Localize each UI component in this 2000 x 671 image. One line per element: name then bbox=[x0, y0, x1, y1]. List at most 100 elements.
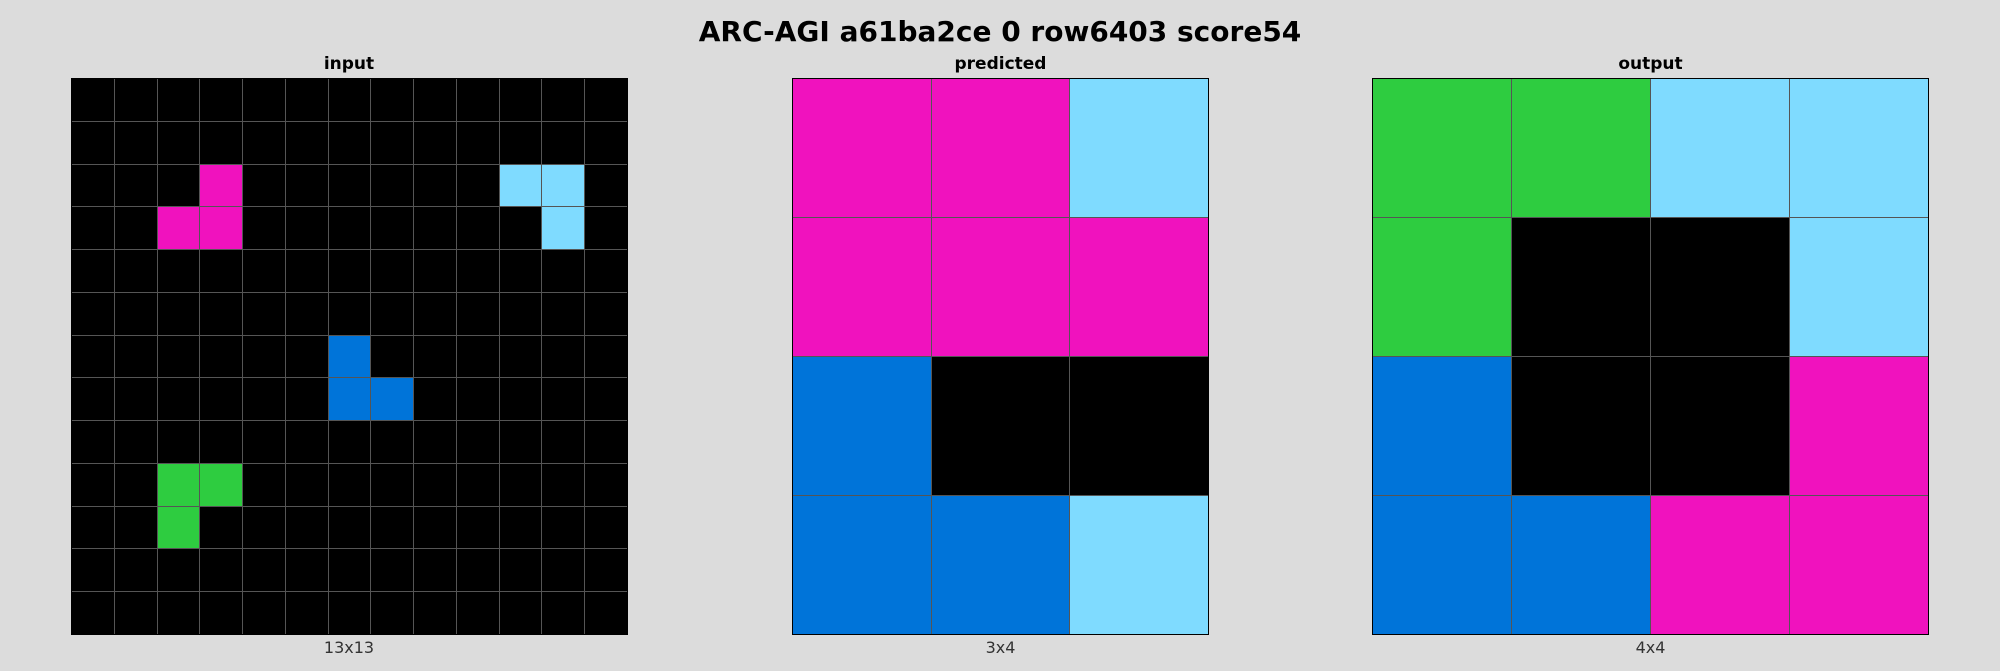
grid-cell bbox=[414, 207, 456, 250]
grid-cell bbox=[72, 79, 114, 121]
grid-cell bbox=[285, 335, 328, 378]
grid-cell bbox=[114, 421, 157, 463]
grid-cell bbox=[114, 506, 157, 549]
grid-cell bbox=[1373, 79, 1511, 217]
grid-cell bbox=[114, 549, 157, 592]
grid-cell bbox=[931, 496, 1070, 634]
grid-cell bbox=[243, 592, 285, 634]
grid-cell bbox=[114, 79, 157, 121]
grid-cell bbox=[793, 496, 931, 634]
panel-title-input: input bbox=[323, 54, 375, 74]
grid-cell bbox=[499, 164, 542, 207]
grid-cell bbox=[72, 421, 114, 463]
grid-cell bbox=[499, 421, 542, 463]
grid-cell bbox=[456, 250, 499, 292]
grid-cell bbox=[114, 378, 157, 421]
grid-cell bbox=[1070, 357, 1208, 495]
grid-cell bbox=[931, 357, 1070, 495]
grid-cell bbox=[243, 121, 285, 164]
grid-cell bbox=[285, 121, 328, 164]
grid-cell bbox=[157, 378, 200, 421]
grid-cell bbox=[157, 121, 200, 164]
grid-cell bbox=[200, 79, 243, 121]
grid-cell bbox=[285, 207, 328, 250]
grid-cell bbox=[542, 592, 585, 634]
grid-cell bbox=[157, 250, 200, 292]
grid-cell bbox=[414, 292, 456, 335]
panel-caption-input: 13x13 bbox=[323, 638, 375, 657]
grid-cell bbox=[456, 292, 499, 335]
grid-cell bbox=[371, 207, 414, 250]
grid-cell bbox=[72, 506, 114, 549]
grid-cell bbox=[371, 335, 414, 378]
grid-cell bbox=[371, 506, 414, 549]
panel-caption-predicted: 3x4 bbox=[985, 638, 1016, 657]
grid-cell bbox=[1512, 357, 1650, 495]
grid-cell bbox=[542, 292, 585, 335]
grid-cell bbox=[200, 378, 243, 421]
grid-cell bbox=[371, 463, 414, 506]
grid-cell bbox=[793, 79, 931, 217]
grid-cell bbox=[456, 79, 499, 121]
grid-cell bbox=[414, 378, 456, 421]
grid-cell bbox=[585, 506, 627, 549]
grid-cell bbox=[499, 335, 542, 378]
grid-cell bbox=[931, 79, 1070, 217]
grid-cell bbox=[371, 164, 414, 207]
figure-title: ARC-AGI a61ba2ce 0 row6403 score54 bbox=[698, 15, 1302, 48]
grid-cell bbox=[328, 207, 371, 250]
grid-cell bbox=[157, 335, 200, 378]
grid-cell bbox=[243, 506, 285, 549]
grid-cell bbox=[157, 549, 200, 592]
grid-cell bbox=[1651, 357, 1789, 495]
grid-cell bbox=[243, 335, 285, 378]
grid-cell bbox=[243, 421, 285, 463]
grid-cell bbox=[114, 292, 157, 335]
grid-cell bbox=[157, 506, 200, 549]
grid-cell bbox=[243, 549, 285, 592]
grid-cell bbox=[542, 421, 585, 463]
grid-cell bbox=[1373, 357, 1511, 495]
grid-cell bbox=[1070, 496, 1208, 634]
grid-cell bbox=[328, 421, 371, 463]
grid-cell bbox=[499, 463, 542, 506]
grid-cell bbox=[114, 250, 157, 292]
grid-cell bbox=[542, 549, 585, 592]
grid-cell bbox=[72, 463, 114, 506]
grid-cell bbox=[542, 378, 585, 421]
grid-cell bbox=[414, 250, 456, 292]
grid-cell bbox=[414, 79, 456, 121]
grid-cell bbox=[200, 592, 243, 634]
grid-cell bbox=[72, 335, 114, 378]
grid-cell bbox=[328, 549, 371, 592]
grid-cell bbox=[328, 463, 371, 506]
grid-cell bbox=[243, 79, 285, 121]
grid-cell bbox=[414, 463, 456, 506]
grid-cell bbox=[542, 463, 585, 506]
input-grid bbox=[71, 78, 628, 635]
grid-cell bbox=[456, 549, 499, 592]
grid-cell bbox=[585, 378, 627, 421]
grid-cell bbox=[114, 335, 157, 378]
grid-cell bbox=[200, 292, 243, 335]
grid-cell bbox=[585, 79, 627, 121]
grid-cell bbox=[499, 79, 542, 121]
grid-cell bbox=[200, 335, 243, 378]
grid-cell bbox=[456, 121, 499, 164]
grid-cell bbox=[328, 164, 371, 207]
grid-cell bbox=[414, 164, 456, 207]
grid-cell bbox=[414, 549, 456, 592]
grid-cell bbox=[114, 463, 157, 506]
grid-cell bbox=[585, 207, 627, 250]
grid-cell bbox=[931, 218, 1070, 356]
grid-cell bbox=[72, 121, 114, 164]
grid-cell bbox=[542, 250, 585, 292]
grid-cell bbox=[456, 164, 499, 207]
grid-cell bbox=[200, 549, 243, 592]
grid-cell bbox=[328, 378, 371, 421]
grid-cell bbox=[328, 250, 371, 292]
grid-cell bbox=[371, 79, 414, 121]
grid-cell bbox=[585, 549, 627, 592]
grid-cell bbox=[371, 592, 414, 634]
predicted-grid bbox=[792, 78, 1209, 635]
